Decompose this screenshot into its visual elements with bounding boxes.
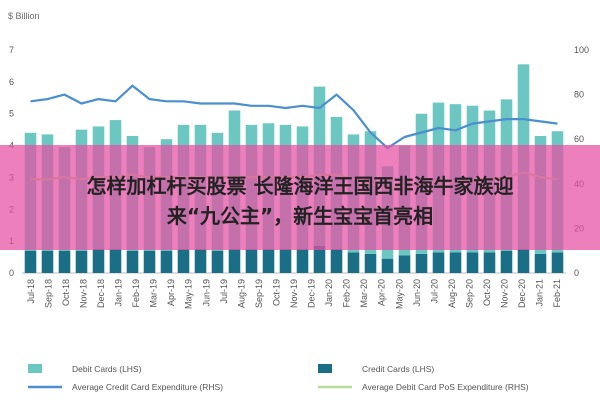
- left-axis-tick-7: 7: [9, 45, 14, 55]
- bar-credit-cards-Oct-20: [483, 252, 496, 273]
- left-axis-tick-0: 0: [9, 268, 14, 278]
- bar-credit-cards-Apr-19: [177, 249, 190, 273]
- x-axis-tick-Jun-19: Jun-19: [201, 279, 211, 307]
- line-avg-credit-expenditure: [30, 84, 558, 150]
- x-axis-tick-Aug-20: Aug-20: [447, 279, 457, 308]
- bar-credit-cards-Oct-19: [279, 249, 292, 273]
- left-axis-unit-label: $ Billion: [8, 11, 40, 21]
- x-axis-tick-Jun-20: Jun-20: [412, 279, 422, 307]
- x-axis-tick-Apr-19: Apr-19: [166, 279, 176, 306]
- bar-credit-cards-Nov-18: [92, 249, 105, 273]
- x-axis-tick-Oct-18: Oct-18: [61, 279, 71, 306]
- x-axis-tick-Jan-19: Jan-19: [114, 279, 124, 307]
- right-axis-tick-100: 100: [574, 45, 589, 55]
- bar-credit-cards-May-20: [398, 255, 411, 273]
- legend-swatch-credit-cards: [318, 364, 332, 373]
- legend-label-avg-credit: Average Credit Card Expenditure (RHS): [72, 382, 223, 392]
- x-axis-tick-Feb-19: Feb-19: [131, 279, 141, 308]
- x-axis-tick-Apr-20: Apr-20: [377, 279, 387, 306]
- left-axis-tick-5: 5: [9, 109, 14, 119]
- bar-credit-cards-Nov-19: [296, 249, 309, 273]
- x-axis-tick-Aug-19: Aug-19: [236, 279, 246, 308]
- x-axis-tick-Feb-21: Feb-21: [552, 279, 562, 308]
- x-axis-tick-Sep-19: Sep-19: [254, 279, 264, 308]
- bar-credit-cards-Dec-18: [109, 249, 122, 273]
- x-axis-tick-Oct-20: Oct-20: [482, 279, 492, 306]
- bar-credit-cards-Aug-19: [245, 249, 258, 273]
- x-axis-tick-Sep-20: Sep-20: [464, 279, 474, 308]
- x-axis-tick-Mar-20: Mar-20: [359, 279, 369, 308]
- bar-credit-cards-Feb-19: [143, 250, 156, 273]
- bar-credit-cards-Oct-18: [75, 250, 88, 273]
- x-axis-tick-Nov-19: Nov-19: [289, 279, 299, 308]
- x-axis-tick-Jul-18: Jul-18: [26, 279, 36, 304]
- bar-credit-cards-Sep-19: [262, 249, 275, 273]
- bar-credit-cards-Jan-20: [330, 249, 343, 273]
- x-axis-tick-Sep-18: Sep-18: [43, 279, 53, 308]
- bar-credit-cards-Jan-21: [534, 253, 547, 273]
- x-axis-tick-Dec-20: Dec-20: [517, 279, 527, 308]
- bar-credit-cards-Jul-18: [24, 250, 37, 273]
- x-axis-tick-Mar-19: Mar-19: [149, 279, 159, 308]
- x-axis-tick-Jan-20: Jan-20: [324, 279, 334, 307]
- x-axis-tick-May-19: May-19: [184, 279, 194, 309]
- bar-credit-cards-Mar-19: [160, 250, 173, 273]
- bar-credit-cards-Nov-20: [500, 250, 513, 273]
- legend: Debit Cards (LHS) Credit Cards (LHS) Ave…: [28, 364, 529, 392]
- legend-label-avg-debit: Average Debit Card PoS Expenditure (RHS): [362, 382, 529, 392]
- bar-credit-cards-Jul-19: [228, 249, 241, 273]
- right-axis-tick-0: 0: [574, 268, 579, 278]
- bar-credit-cards-Apr-20: [381, 258, 394, 273]
- bar-credit-cards-Aug-18: [41, 250, 54, 273]
- x-axis-tick-May-20: May-20: [394, 279, 404, 309]
- legend-label-debit-cards: Debit Cards (LHS): [72, 364, 142, 374]
- bar-credit-cards-Jul-20: [432, 252, 445, 273]
- x-axis-tick-Dec-19: Dec-19: [307, 279, 317, 308]
- right-axis-tick-60: 60: [574, 134, 584, 144]
- bar-credit-cards-Feb-20: [347, 252, 360, 273]
- x-axis-tick-Nov-18: Nov-18: [78, 279, 88, 308]
- x-axis-tick-Feb-20: Feb-20: [342, 279, 352, 308]
- bar-credit-cards-May-19: [194, 249, 207, 273]
- x-axis-tick-Jan-21: Jan-21: [535, 279, 545, 307]
- left-axis-tick-6: 6: [9, 77, 14, 87]
- bar-credit-cards-Jun-19: [211, 250, 224, 273]
- x-axis-tick-Dec-18: Dec-18: [96, 279, 106, 308]
- overlay-band: [0, 145, 600, 250]
- bar-credit-cards-Dec-20: [517, 249, 530, 273]
- x-axis-tick-Oct-19: Oct-19: [271, 279, 281, 306]
- bar-credit-cards-Sep-20: [466, 252, 479, 273]
- x-axis-tick-Nov-20: Nov-20: [500, 279, 510, 308]
- bar-credit-cards-Jan-19: [126, 250, 139, 273]
- bar-credit-cards-Feb-21: [551, 252, 564, 273]
- bar-credit-cards-Dec-19: [313, 245, 326, 273]
- bar-credit-cards-Sep-18: [58, 250, 71, 273]
- bar-credit-cards-Mar-20: [364, 253, 377, 273]
- overlay-title-line-2: 来“九公主”，新生宝宝首亮相: [166, 204, 433, 228]
- x-axis-tick-Jul-20: Jul-20: [429, 279, 439, 304]
- right-axis-tick-80: 80: [574, 90, 584, 100]
- bar-credit-cards-Aug-20: [449, 252, 462, 273]
- legend-swatch-debit-cards: [28, 364, 42, 373]
- bar-credit-cards-Jun-20: [415, 253, 428, 273]
- x-axis-ticks: Jul-18 Sep-18 Oct-18 Nov-18 Dec-18 Jan-19 Feb-…: [26, 279, 562, 309]
- legend-label-credit-cards: Credit Cards (LHS): [362, 364, 434, 374]
- x-axis-tick-Jul-19: Jul-19: [219, 279, 229, 304]
- overlay-title-line-1: 怎样加杠杆买股票 长隆海洋王国西非海牛家族迎: [87, 174, 514, 198]
